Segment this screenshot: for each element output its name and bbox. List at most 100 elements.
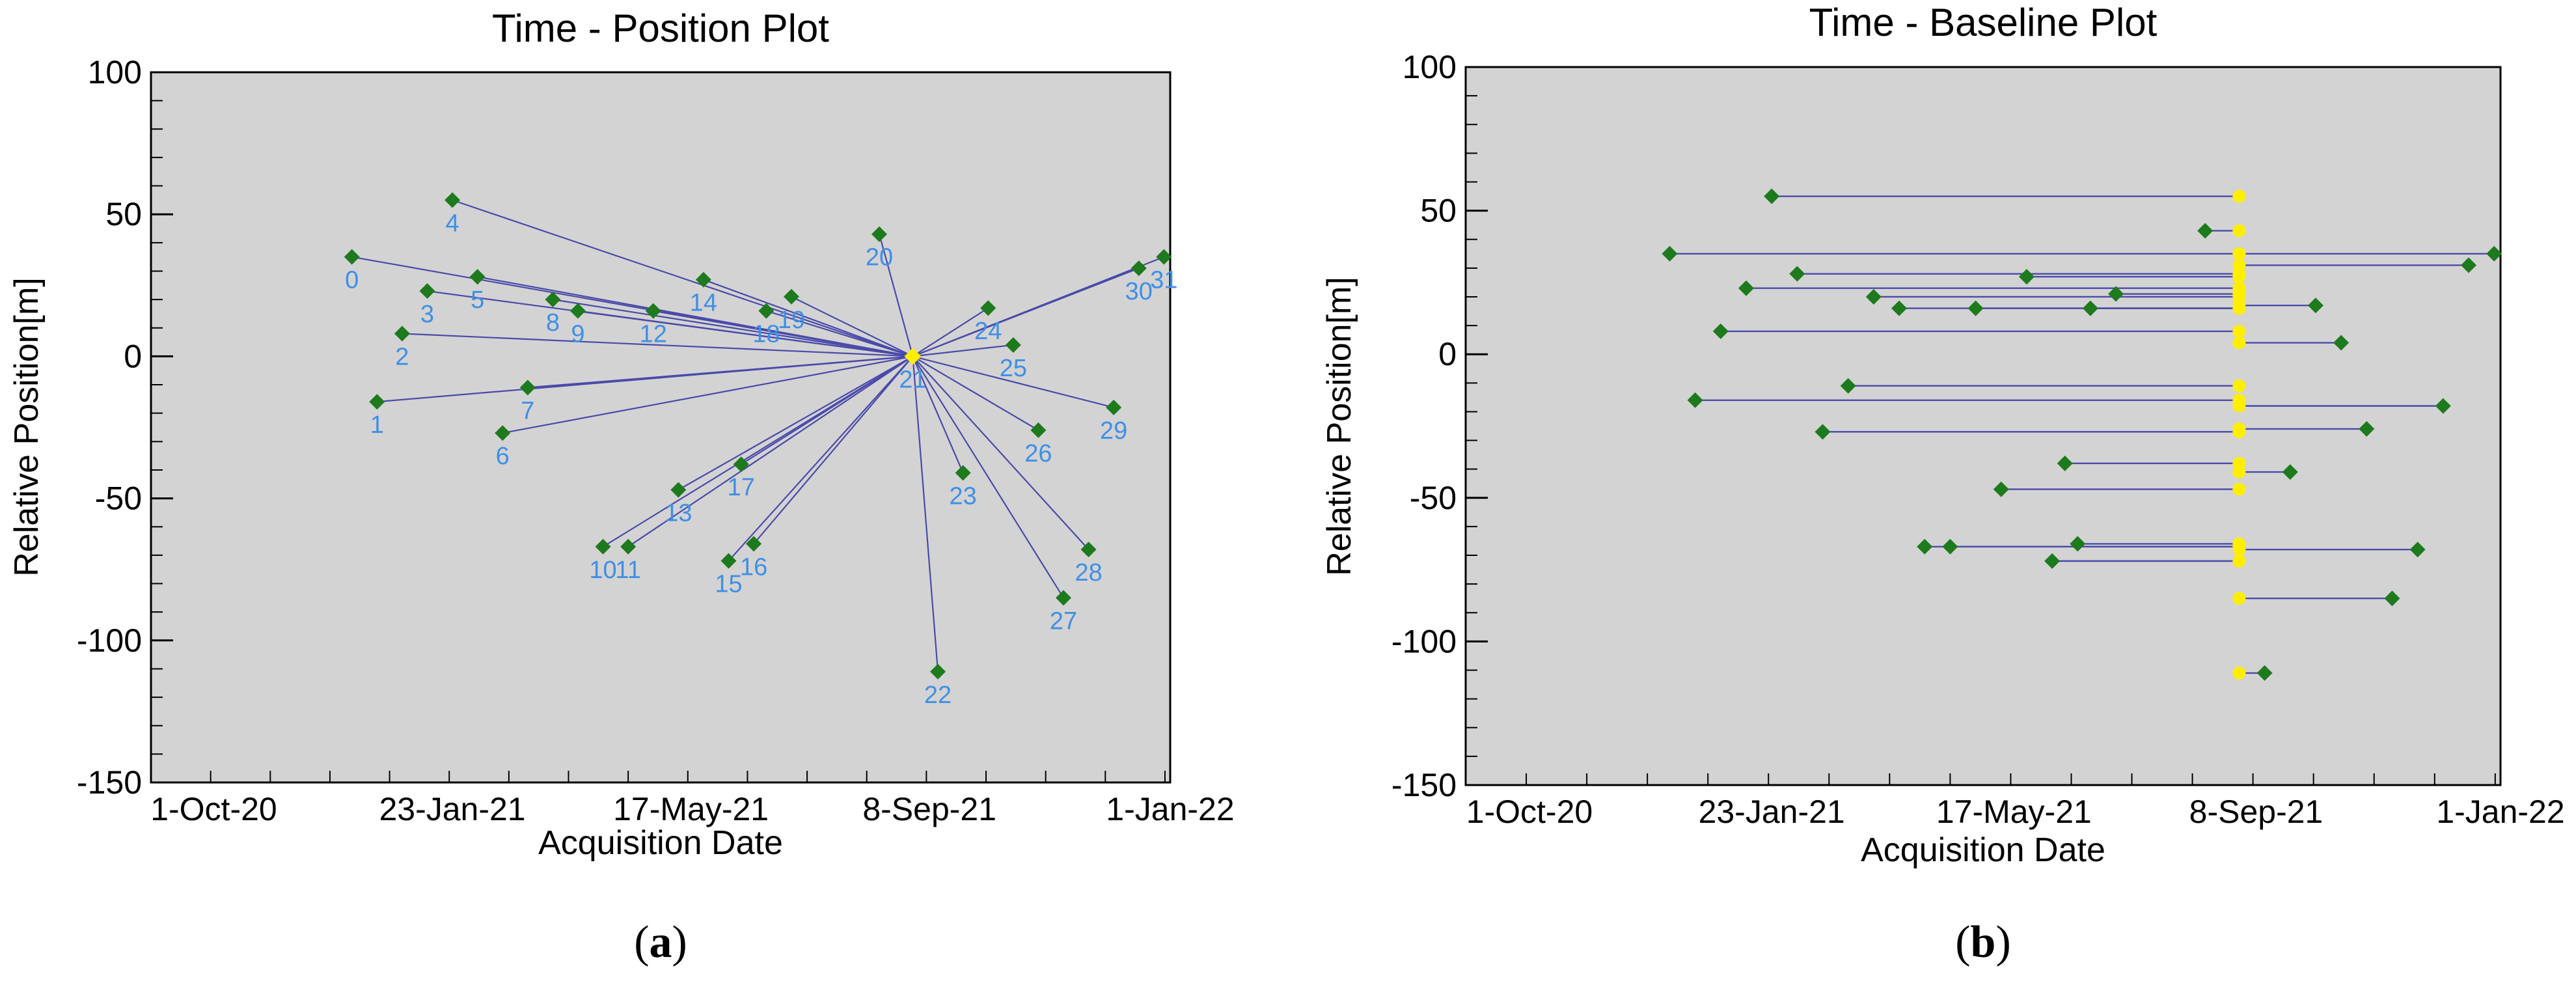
data-point	[2307, 297, 2323, 314]
connection-line	[766, 310, 913, 357]
point-label: 26	[1024, 440, 1052, 467]
y-tick-label: 100	[1403, 49, 1457, 85]
master-point	[2232, 270, 2246, 284]
y-axis-label: Relative Position[m]	[1321, 277, 1358, 576]
data-point	[369, 394, 385, 410]
point-label: 17	[728, 474, 755, 501]
data-point	[2486, 245, 2502, 262]
caption-b: (b)	[1955, 917, 2011, 967]
connection-line	[791, 296, 913, 357]
x-tick-label: 23-Jan-21	[1699, 794, 1845, 830]
master-point	[2232, 299, 2246, 312]
data-point	[1156, 249, 1172, 265]
point-label: 11	[615, 557, 640, 584]
axis-ticks: -150 -100 -50 0 50 100 1-Oct-20 23-Jan-21 17-May…	[1391, 49, 2565, 830]
point-label: 15	[715, 571, 742, 598]
data-point	[1891, 300, 1908, 316]
data-point	[445, 192, 461, 208]
master-point	[2232, 543, 2246, 557]
y-axis-label: Relative Position[m]	[8, 277, 46, 577]
plot-area-background	[1464, 66, 2502, 786]
data-point	[2461, 257, 2477, 273]
data-point	[1967, 300, 1984, 316]
x-axis-label: Acquisition Date	[1861, 831, 2105, 869]
data-point	[1764, 188, 1780, 204]
x-axis-label: Acquisition Date	[538, 824, 783, 862]
master-point	[2232, 379, 2246, 393]
point-label: 30	[1125, 278, 1153, 305]
data-point	[1662, 245, 1678, 262]
y-tick-label: 50	[1420, 193, 1457, 229]
connection-line	[753, 355, 914, 545]
data-point	[1712, 323, 1729, 339]
data-point	[1738, 280, 1754, 296]
point-label: 10	[589, 557, 616, 584]
point-label: 14	[690, 290, 717, 317]
connection-line	[878, 234, 914, 357]
point-label: 6	[496, 443, 510, 470]
y-tick-label: -50	[1410, 480, 1457, 516]
chart-title: Time - Position Plot	[492, 7, 829, 50]
x-tick-label: 23-Jan-21	[379, 791, 525, 827]
data-point	[620, 538, 637, 555]
x-tick-label: 1-Jan-22	[2436, 794, 2564, 830]
x-tick-label: 1-Jan-22	[1106, 791, 1234, 827]
connection-line	[502, 355, 913, 434]
data-point	[1942, 538, 1958, 555]
point-label: 5	[471, 286, 484, 314]
point-label: 31	[1150, 267, 1177, 294]
y-tick-label: 0	[1438, 336, 1457, 372]
y-tick-label: -50	[95, 480, 142, 517]
data-point	[2070, 536, 2086, 552]
data-point	[1106, 399, 1122, 415]
y-tick-label: 0	[124, 338, 142, 374]
point-label: 25	[1000, 355, 1027, 382]
data-point	[746, 536, 762, 552]
data-point	[2409, 542, 2426, 558]
connection-line	[527, 355, 913, 389]
data-point	[1993, 481, 2009, 497]
master-point	[2232, 324, 2246, 338]
point-label: 2	[395, 343, 409, 370]
data-point	[2018, 269, 2035, 285]
data-points	[344, 192, 1172, 680]
data-point	[1030, 422, 1047, 438]
data-point	[1080, 542, 1097, 558]
connection-line	[912, 307, 989, 357]
data-point	[2333, 335, 2350, 351]
data-point	[720, 553, 737, 569]
connection-line	[553, 299, 913, 357]
data-point	[2359, 421, 2375, 437]
connection-line	[402, 333, 913, 357]
data-point	[733, 456, 749, 473]
master-point	[2232, 258, 2246, 272]
data-point	[871, 226, 888, 242]
master-point	[2232, 554, 2246, 568]
point-label: 4	[445, 210, 459, 237]
data-point	[1840, 378, 1856, 394]
data-point	[344, 249, 360, 265]
data-point	[2044, 553, 2061, 569]
x-tick-label: 1-Oct-20	[150, 791, 277, 827]
y-tick-label: 50	[105, 196, 142, 232]
y-tick-label: -100	[77, 622, 142, 659]
point-label: 12	[640, 321, 667, 348]
y-tick-label: -100	[1391, 623, 1457, 659]
point-label: 3	[420, 301, 434, 328]
point-label: 7	[521, 397, 534, 424]
point-label: 8	[546, 309, 560, 337]
master-point	[2232, 592, 2246, 605]
x-tick-label: 1-Oct-20	[1466, 794, 1593, 830]
connection-lines	[351, 199, 1164, 672]
connection-line	[912, 355, 1089, 550]
data-point	[419, 283, 435, 299]
time-position-chart: Time - Position Plot Acquisition Date Re…	[8, 7, 1235, 862]
data-point	[469, 269, 486, 285]
data-point	[1056, 590, 1072, 606]
y-tick-label: -150	[1391, 767, 1457, 803]
data-point	[670, 482, 687, 498]
connection-line	[912, 355, 1039, 431]
point-label: 19	[778, 307, 805, 334]
data-point	[955, 465, 971, 481]
